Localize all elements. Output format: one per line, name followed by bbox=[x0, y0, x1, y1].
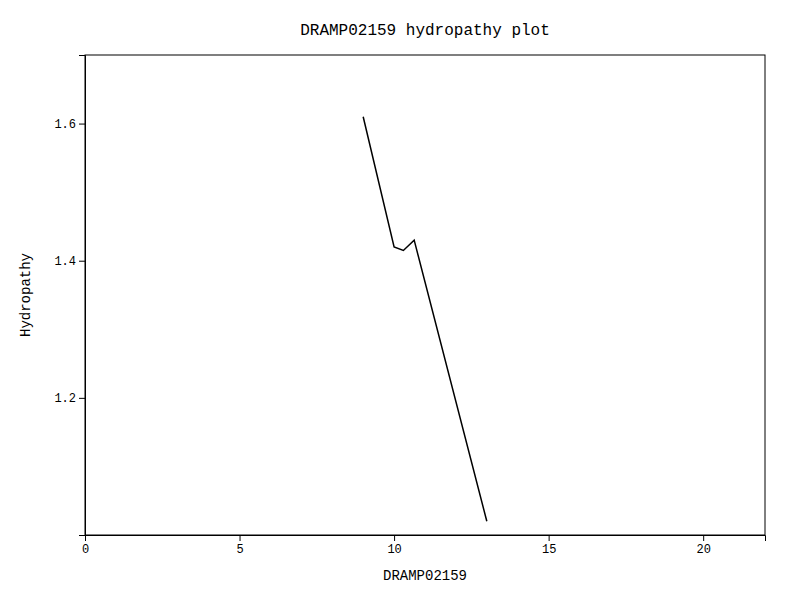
y-tick-label: 1.6 bbox=[54, 118, 76, 132]
x-tick: 5 bbox=[236, 535, 243, 557]
y-tick-label: 1.2 bbox=[54, 392, 76, 406]
plot-frame bbox=[85, 55, 765, 535]
y-tick-mark bbox=[79, 124, 85, 125]
y-tick-mark bbox=[79, 398, 85, 399]
y-axis: 1.2 1.4 1.6 bbox=[54, 56, 85, 536]
data-line bbox=[363, 117, 487, 522]
chart-title: DRAMP02159 hydropathy plot bbox=[300, 22, 550, 40]
x-tick-label: 20 bbox=[696, 543, 710, 557]
x-axis-title: DRAMP02159 bbox=[383, 568, 467, 584]
x-tick-label: 15 bbox=[542, 543, 556, 557]
y-tick-mark bbox=[79, 261, 85, 262]
y-axis-title: Hydropathy bbox=[18, 253, 34, 337]
x-tick-mark bbox=[703, 535, 704, 541]
chart-svg: 0 5 10 15 20 1.2 1.4 1.6 DRAMP02159 hydropathy p… bbox=[0, 0, 800, 600]
x-tick-label: 10 bbox=[387, 543, 401, 557]
y-tick-label: 1.4 bbox=[54, 255, 76, 269]
chart-container: 0 5 10 15 20 1.2 1.4 1.6 DRAMP02159 hydropathy p… bbox=[0, 0, 800, 600]
y-tick: 1.4 bbox=[54, 255, 85, 269]
marks bbox=[363, 117, 487, 522]
y-tick: 1.2 bbox=[54, 392, 85, 406]
x-axis-line bbox=[86, 536, 766, 542]
x-axis: 0 5 10 15 20 bbox=[82, 535, 766, 557]
x-tick-label: 5 bbox=[236, 543, 243, 557]
x-tick-label: 0 bbox=[82, 543, 89, 557]
x-tick-mark bbox=[394, 535, 395, 541]
x-tick: 15 bbox=[542, 535, 556, 557]
x-tick-mark bbox=[240, 535, 241, 541]
x-tick: 0 bbox=[82, 535, 89, 557]
y-tick: 1.6 bbox=[54, 118, 85, 132]
x-tick: 10 bbox=[387, 535, 401, 557]
x-tick: 20 bbox=[696, 535, 710, 557]
x-tick-mark bbox=[549, 535, 550, 541]
plot-area: 0 5 10 15 20 1.2 1.4 1.6 bbox=[54, 55, 765, 557]
y-axis-line bbox=[79, 56, 86, 536]
